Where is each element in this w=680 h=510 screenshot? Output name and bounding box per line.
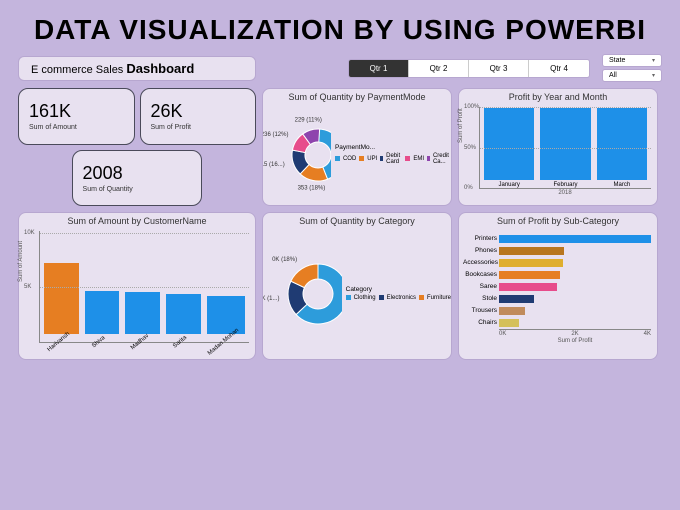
hbar: Stole [499,293,651,304]
chart-title: Sum of Profit by Sub-Category [459,213,657,229]
slicer-item[interactable]: Qtr 1 [349,60,409,77]
bar: Madhav [125,292,160,342]
chart-title: Sum of Quantity by Category [263,213,451,229]
page-headline: DATA VISUALIZATION BY USING POWERBI [0,0,680,54]
xtick: 2K [571,331,578,337]
ytick: 10K [24,230,35,236]
hbar: Trousers [499,305,651,316]
chevron-down-icon: ▾ [652,72,655,79]
hbar: Accessories [499,257,651,268]
hbar: Phones [499,245,651,256]
title-prefix: E commerce Sales [31,64,126,76]
kpi-profit-value: 26K [151,101,246,122]
chart-profit-month: Profit by Year and Month Sum of Profit 1… [458,88,658,206]
bar: Madan Mohan [207,296,245,342]
x-axis-label: 2018 [479,190,651,196]
bar: Sarita [166,294,201,342]
top-bar: E commerce Sales Dashboard Qtr 1Qtr 2Qtr… [18,54,662,82]
title-bold: Dashboard [126,61,194,76]
legend-title: PaymentMo... [335,144,451,151]
xtick: 0K [499,331,506,337]
bar-group: 100% 50% 0% JanuaryFebruaryMarch [479,107,651,189]
state-dropdown[interactable]: State▾ [602,54,662,67]
all-dropdown[interactable]: All▾ [602,69,662,82]
slicer-item[interactable]: Qtr 2 [409,60,469,77]
y-axis-label: Sum of Amount [18,241,24,282]
svg-text:229 (11%): 229 (11%) [295,117,322,123]
kpi-amount-label: Sum of Amount [29,124,124,131]
chart-title: Sum of Quantity by PaymentMode [263,89,451,105]
hbar: Bookcases [499,269,651,280]
ytick: 100% [464,104,479,110]
legend-item: Debit Card [380,153,402,165]
kpi-profit: 26K Sum of Profit [140,88,257,145]
legend-item: Credit Ca... [427,153,451,165]
dashboard-title: E commerce Sales Dashboard [18,56,256,81]
chart-amount-customer: Sum of Amount by CustomerName Sum of Amo… [18,212,256,360]
legend-item: Furniture [419,295,451,301]
slicer-item[interactable]: Qtr 4 [529,60,589,77]
legend-item: Electronics [379,295,416,301]
svg-text:0K (1...): 0K (1...) [263,296,279,302]
legend-item: COD [335,156,356,162]
kpi-group: 161K Sum of Amount 26K Sum of Profit 200… [18,88,256,206]
kpi-amount-value: 161K [29,101,124,122]
bar-group: 10K 5K HarivanshShivaMadhavSaritaMadan M… [39,231,249,343]
kpi-quantity: 2008 Sum of Quantity [72,150,203,207]
legend-title: Category [346,286,451,293]
y-axis-label: Sum of Profit [458,108,464,143]
ytick: 0% [464,185,473,191]
hbar: Printers [499,233,651,244]
ytick: 50% [464,145,476,151]
svg-text:353 (18%): 353 (18%) [298,185,326,191]
slicer-item[interactable]: Qtr 3 [469,60,529,77]
legend-item: UPI [359,156,377,162]
hbar-group: PrintersPhonesAccessoriesBookcasesSareeS… [459,229,657,359]
donut-svg: 875 (44%)353 (18%)315 (16...)236 (12%)22… [263,105,331,205]
chevron-down-icon: ▾ [652,57,655,64]
quarter-slicer: Qtr 1Qtr 2Qtr 3Qtr 4 [348,59,590,78]
chart-title: Sum of Amount by CustomerName [19,213,255,229]
chart-category-donut: Sum of Quantity by Category 1K (63%)0K (… [262,212,452,360]
svg-text:236 (12%): 236 (12%) [263,132,288,138]
ytick: 5K [24,284,31,290]
kpi-quantity-label: Sum of Quantity [83,186,192,193]
donut-svg: 1K (63%)0K (1...)0K (18%) [263,234,342,354]
filter-dropdowns: State▾ All▾ [602,54,662,82]
chart-profit-subcat: Sum of Profit by Sub-Category PrintersPh… [458,212,658,360]
legend-category: Category ClothingElectronicsFurniture [346,286,451,303]
legend-item: Clothing [346,295,376,301]
svg-text:315 (16...): 315 (16...) [263,162,285,168]
hbar: Chairs [499,317,651,328]
kpi-profit-label: Sum of Profit [151,124,246,131]
bar: Shiva [85,291,120,342]
kpi-amount: 161K Sum of Amount [18,88,135,145]
chart-payment-donut: Sum of Quantity by PaymentMode 875 (44%)… [262,88,452,206]
hbar: Saree [499,281,651,292]
xtick: 4K [644,331,651,337]
chart-title: Profit by Year and Month [459,89,657,105]
legend-item: EMI [405,156,424,162]
svg-text:0K (18%): 0K (18%) [272,257,297,263]
kpi-quantity-value: 2008 [83,163,192,184]
bar: Harivansh [44,263,79,342]
legend-payment: PaymentMo... CODUPIDebit CardEMICredit C… [335,144,451,167]
x-axis-label: Sum of Profit [499,338,651,344]
